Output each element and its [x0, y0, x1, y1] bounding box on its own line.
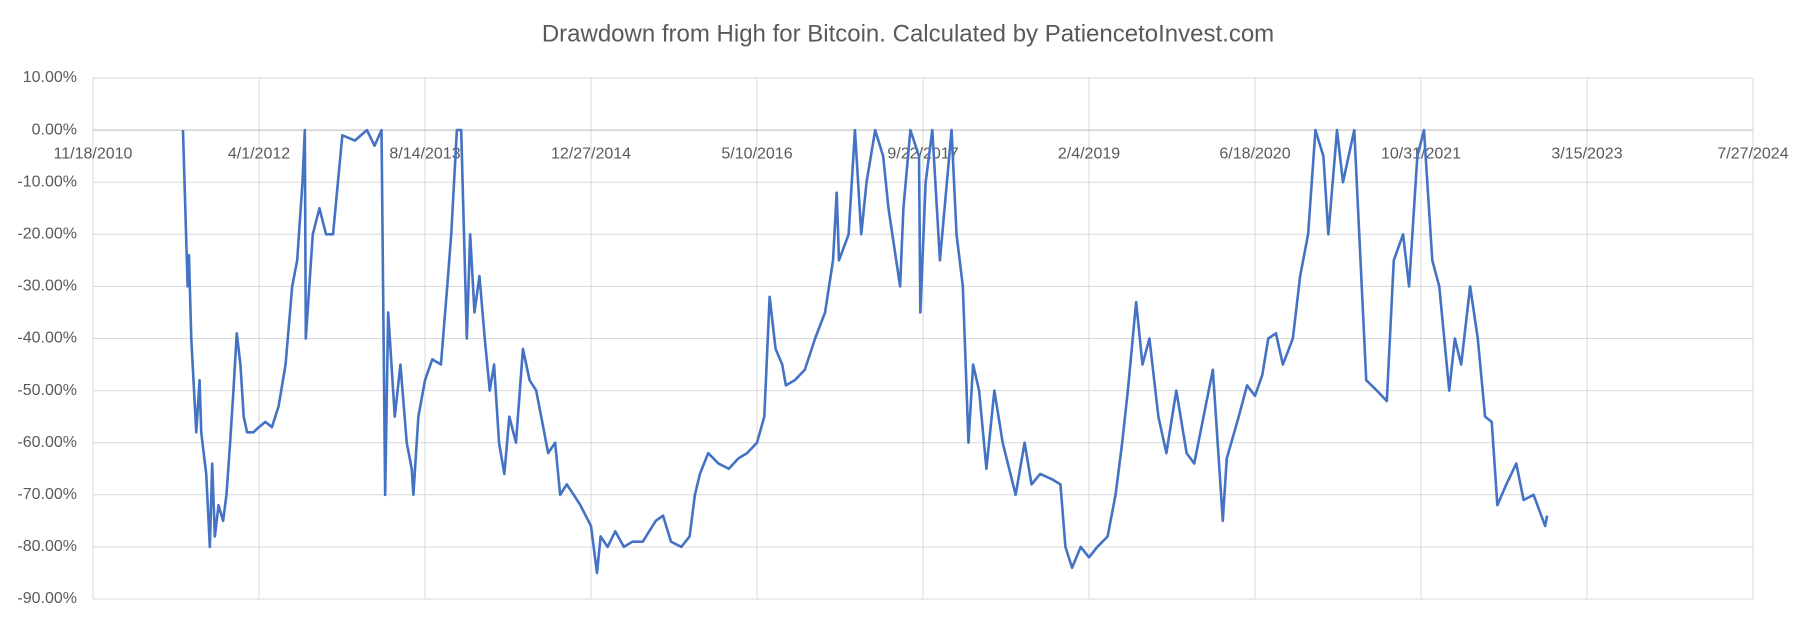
- x-tick-label: 9/22/2017: [887, 145, 958, 162]
- y-tick-label: -70.00%: [17, 486, 77, 503]
- x-tick-label: 3/15/2023: [1551, 145, 1622, 162]
- y-tick-label: -40.00%: [17, 330, 77, 347]
- y-tick-label: -50.00%: [17, 382, 77, 399]
- x-tick-label: 7/27/2024: [1717, 145, 1788, 162]
- x-tick-label: 11/18/2010: [54, 145, 133, 162]
- x-tick-label: 2/4/2019: [1058, 145, 1120, 162]
- x-tick-label: 5/10/2016: [721, 145, 792, 162]
- chart-title: Drawdown from High for Bitcoin. Calculat…: [542, 20, 1274, 47]
- x-tick-label: 4/1/2012: [228, 145, 290, 162]
- x-tick-label: 12/27/2014: [551, 145, 631, 162]
- x-tick-label: 6/18/2020: [1219, 145, 1290, 162]
- y-tick-label: -10.00%: [17, 173, 77, 190]
- y-tick-label: -80.00%: [17, 538, 77, 555]
- y-tick-label: -60.00%: [17, 434, 77, 451]
- y-tick-label: -90.00%: [17, 590, 77, 607]
- y-tick-label: 10.00%: [23, 69, 77, 86]
- data-line: [181, 128, 1549, 575]
- y-tick-label: 0.00%: [32, 121, 77, 138]
- x-tick-label: 10/31/2021: [1381, 145, 1461, 162]
- y-tick-label: -30.00%: [17, 278, 77, 295]
- y-tick-label: -20.00%: [17, 226, 77, 243]
- x-tick-label: 8/14/2013: [389, 145, 460, 162]
